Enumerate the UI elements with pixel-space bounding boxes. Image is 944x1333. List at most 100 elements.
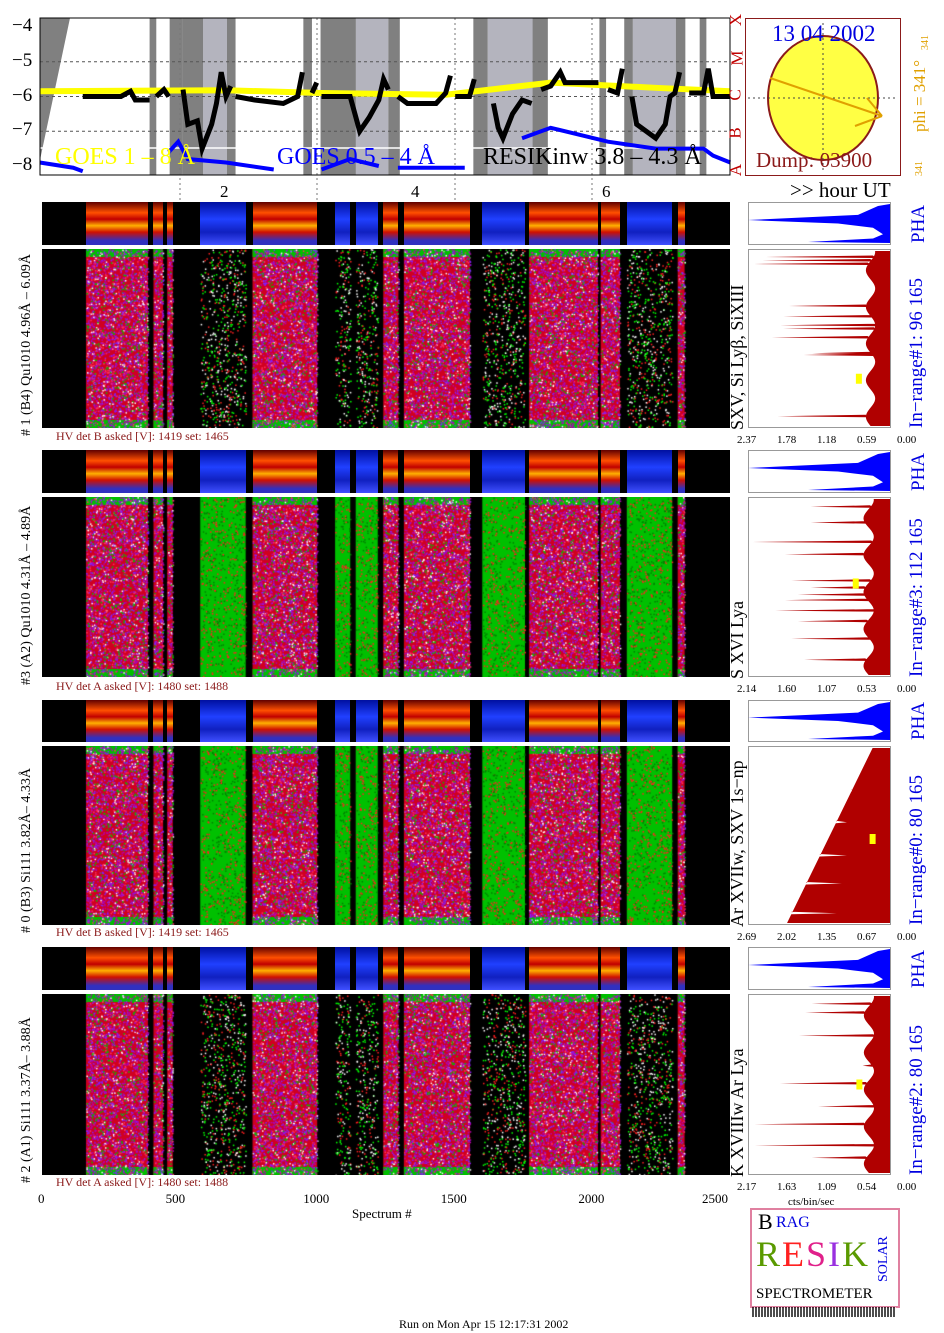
pha-segment [383, 202, 399, 245]
pha-segment [355, 947, 378, 990]
series-line-2 [309, 81, 319, 95]
spectrum-tick: 1500 [440, 1191, 467, 1206]
pha-label: PHA [908, 949, 929, 988]
in-range-label: In−range#3: 112 165 [906, 518, 927, 677]
pha-segment [626, 700, 673, 742]
pha-segment [600, 700, 620, 742]
hv-status: HV det A asked [V]: 1480 set: 1488 [56, 679, 229, 693]
spectrogram [42, 249, 730, 428]
spectrum-fill [754, 996, 890, 1173]
legend-goes-short: GOES 0.5 – 4 Å [277, 144, 436, 170]
in-range-label: In−range#0: 80 165 [906, 774, 927, 925]
logo-letter-s: S [806, 1234, 827, 1274]
x-tick-6: 6 [602, 182, 611, 201]
pha-segment [335, 202, 351, 245]
pha-strip [42, 947, 730, 990]
cts-tick: 1.78 [777, 434, 797, 446]
pha-segment [355, 202, 378, 245]
series-line-2 [154, 85, 171, 99]
flare-class-label: B [725, 126, 745, 139]
cts-tick: 1.35 [817, 931, 837, 943]
cts-tick: 1.63 [777, 1181, 797, 1193]
coverage-band-dark [675, 18, 686, 175]
pha-segment [482, 202, 525, 245]
arrow-icon [769, 77, 883, 117]
pha-segment [167, 700, 173, 742]
pha-segment [403, 700, 470, 742]
pha-segment [529, 947, 598, 990]
pha-histogram [748, 700, 891, 742]
pha-segment [200, 202, 246, 245]
coverage-band-dark [303, 18, 312, 175]
resik-logo: B RAG R E S I K SOLAR SPECTROMETER [750, 1208, 900, 1308]
pha-segment [482, 947, 525, 990]
pha-segment [86, 450, 148, 493]
dump-number: Dump: 03900 [756, 148, 873, 172]
observation-date: 13 04 2002 [772, 21, 876, 46]
x-tick-2: 2 [220, 182, 229, 201]
run-timestamp: Run on Mon Apr 15 12:17:31 2002 [399, 1317, 569, 1331]
series-line-1 [167, 138, 275, 172]
pha-segment [403, 947, 470, 990]
pha-segment [153, 700, 164, 742]
pha-segment [529, 450, 598, 493]
cts-tick: 0.54 [857, 1181, 877, 1193]
coverage-band-dark [226, 18, 236, 175]
pha-segment [252, 450, 318, 493]
cts-tick: 1.60 [777, 683, 797, 695]
phi-small-bottom: 341 [914, 161, 925, 176]
pha-segment [335, 947, 351, 990]
spectrogram-canvas [42, 497, 730, 677]
pha-strip [42, 700, 730, 742]
pha-segment [626, 947, 673, 990]
legend-goes-long: GOES 1 – 8 Å [55, 144, 196, 170]
cts-tick: 0.00 [897, 434, 917, 446]
pha-segment [335, 700, 351, 742]
flare-class-label: C [725, 89, 745, 101]
pha-segment [677, 700, 685, 742]
logo-letter-r: R [756, 1234, 781, 1274]
cts-tick: 1.09 [817, 1181, 837, 1193]
in-range-label: In−range#1: 96 165 [906, 277, 927, 428]
x-axis-label: >> hour UT [790, 178, 891, 202]
logo-letter-e: E [782, 1234, 804, 1274]
pha-profile [748, 204, 890, 243]
pha-segment [482, 450, 525, 493]
series-line-2 [82, 87, 150, 103]
pha-label: PHA [908, 701, 929, 740]
pha-segment [482, 700, 525, 742]
spectrum-profile [748, 746, 891, 925]
pha-segment [677, 947, 685, 990]
panel-title: # 2 (A1) Si111 3.37Å– 3.88Å [19, 1017, 34, 1183]
pha-segment [252, 947, 318, 990]
series-line-1 [320, 156, 380, 172]
phi-label: phi = 341° [910, 59, 929, 132]
coverage-band-dark [169, 18, 183, 175]
series-line-1 [39, 160, 84, 174]
cts-tick: 2.02 [777, 931, 797, 943]
y-tick: −6 [12, 84, 33, 106]
pha-label: PHA [908, 452, 929, 491]
cts-tick: 2.17 [737, 1181, 757, 1193]
pha-segment [677, 450, 685, 493]
range-marker [869, 834, 876, 844]
series-line-2 [607, 68, 625, 97]
y-tick: −7 [12, 119, 33, 141]
line-ids: K XVIIIw Ar Lya [727, 1048, 747, 1177]
pha-segment [529, 700, 598, 742]
series-line-2 [180, 71, 234, 158]
y-tick: −5 [12, 49, 33, 71]
pha-segment [153, 202, 164, 245]
cts-tick: 2.37 [737, 434, 757, 446]
logo-letters-rag: RAG [776, 1214, 810, 1231]
series-line-2 [540, 67, 599, 92]
phi-small-top: 341 [920, 35, 931, 50]
pha-segment [529, 202, 598, 245]
pha-segment [600, 450, 620, 493]
pha-segment [167, 947, 173, 990]
logo-letter-i: I [828, 1234, 840, 1274]
series-line-2 [321, 71, 391, 138]
spectrum-profile [748, 497, 891, 677]
pha-profile [748, 702, 890, 740]
series-line-2 [689, 68, 731, 99]
